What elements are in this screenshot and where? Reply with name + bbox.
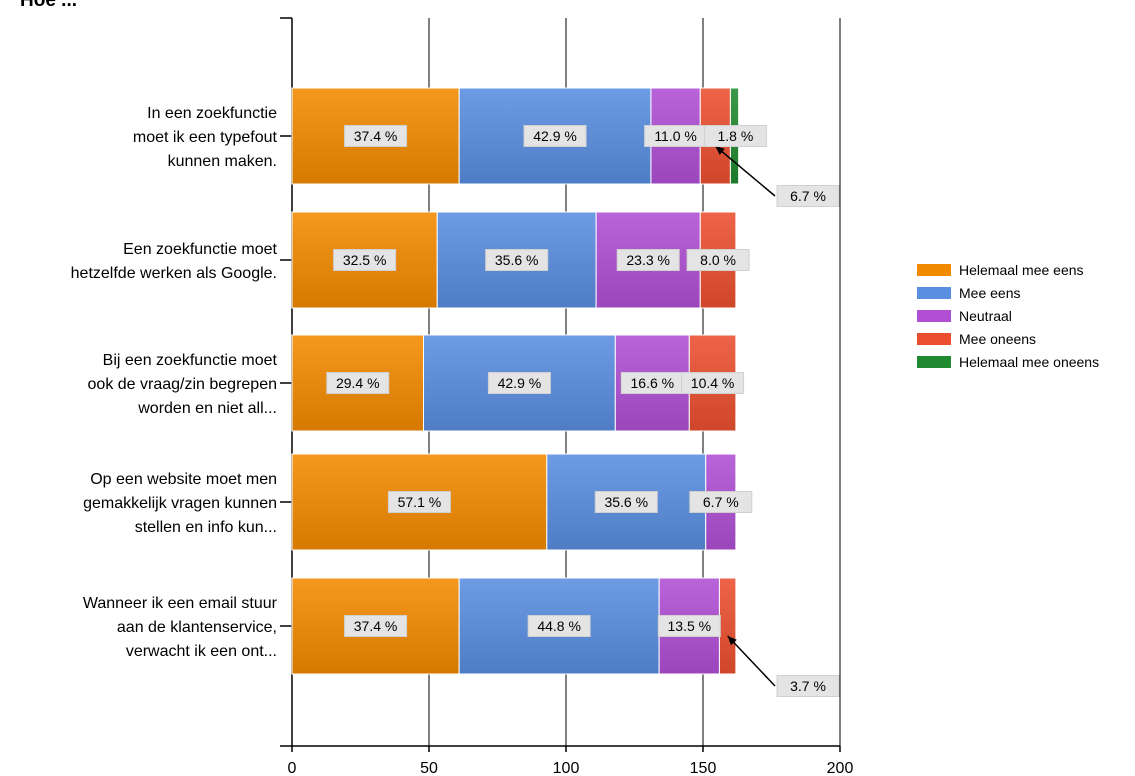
legend-swatch <box>917 310 951 322</box>
x-tick-label: 150 <box>690 760 717 776</box>
category-label: Een zoekfunctie moet <box>123 241 277 258</box>
legend-label: Mee eens <box>959 285 1020 301</box>
data-label: 13.5 % <box>668 618 712 634</box>
category-label: verwacht ik een ont... <box>126 643 277 660</box>
x-tick-label: 50 <box>420 760 438 776</box>
category-label: gemakkelijk vragen kunnen <box>83 495 277 512</box>
category-label: stellen en info kun... <box>135 519 277 536</box>
data-label-box <box>689 491 753 513</box>
category-label: hetzelfde werken als Google. <box>71 265 277 282</box>
data-label: 6.7 % <box>790 188 826 204</box>
bar-segment <box>291 577 460 675</box>
category-label: Bij een zoekfunctie moet <box>103 352 278 369</box>
data-label-box <box>387 491 451 513</box>
data-label: 35.6 % <box>604 494 648 510</box>
data-label-box <box>527 615 591 637</box>
data-label: 10.4 % <box>691 375 735 391</box>
bar-segment <box>718 577 737 675</box>
callout-line <box>727 635 776 687</box>
legend: Helemaal mee eens Mee eens Neutraal Mee one… <box>917 262 1099 370</box>
data-label-box <box>487 372 551 394</box>
data-label: 16.6 % <box>631 375 675 391</box>
category-label: aan de klantenservice, <box>117 619 277 636</box>
data-label-box <box>333 249 397 271</box>
data-label-box <box>326 372 390 394</box>
category-label: ook de vraag/zin begrepen <box>88 376 277 393</box>
legend-label: Neutraal <box>959 308 1012 324</box>
category-label: kunnen maken. <box>168 153 277 170</box>
callout-line <box>714 145 776 197</box>
data-label: 44.8 % <box>537 618 581 634</box>
data-label: 57.1 % <box>398 494 442 510</box>
data-label: 35.6 % <box>495 252 539 268</box>
data-label-box <box>776 185 840 207</box>
data-label-box <box>686 249 750 271</box>
data-label: 37.4 % <box>354 128 398 144</box>
category-label: moet ik een typefout <box>133 129 278 146</box>
data-label-box <box>657 615 721 637</box>
data-label: 32.5 % <box>343 252 387 268</box>
plot-area: 0 50 100 150 200 In een zoekfunctie moet ik ee… <box>71 17 854 776</box>
category-label: Op een website moet men <box>90 471 277 488</box>
x-tick-label: 0 <box>288 760 297 776</box>
data-label: 1.8 % <box>717 128 753 144</box>
legend-label: Mee oneens <box>959 331 1036 347</box>
chart-title: Hoe ... <box>20 0 77 11</box>
data-label: 42.9 % <box>533 128 577 144</box>
legend-swatch <box>917 356 951 368</box>
data-label: 6.7 % <box>703 494 739 510</box>
data-label: 3.7 % <box>790 678 826 694</box>
data-label-box <box>485 249 549 271</box>
x-tick-label: 100 <box>553 760 580 776</box>
callout-arrowhead <box>727 636 737 646</box>
callout-arrowhead <box>715 146 725 155</box>
data-label: 29.4 % <box>336 375 380 391</box>
x-tick-label: 200 <box>827 760 854 776</box>
data-label-box <box>344 125 408 147</box>
data-label: 23.3 % <box>626 252 670 268</box>
category-label: worden en niet all... <box>137 400 277 417</box>
data-label-box <box>776 675 840 697</box>
category-label: Wanneer ik een email stuur <box>83 595 278 612</box>
data-label-box <box>523 125 587 147</box>
data-label: 37.4 % <box>354 618 398 634</box>
data-label-box <box>616 249 680 271</box>
category-label: In een zoekfunctie <box>147 105 277 122</box>
legend-label: Helemaal mee eens <box>959 262 1084 278</box>
data-label-box <box>681 372 745 394</box>
legend-swatch <box>917 287 951 299</box>
legend-swatch <box>917 264 951 276</box>
data-label-box <box>594 491 658 513</box>
data-label: 11.0 % <box>654 128 697 144</box>
data-label: 42.9 % <box>498 375 542 391</box>
legend-label: Helemaal mee oneens <box>959 354 1099 370</box>
data-label-box <box>344 615 408 637</box>
data-label: 8.0 % <box>700 252 736 268</box>
data-label-box <box>703 125 767 147</box>
legend-swatch <box>917 333 951 345</box>
